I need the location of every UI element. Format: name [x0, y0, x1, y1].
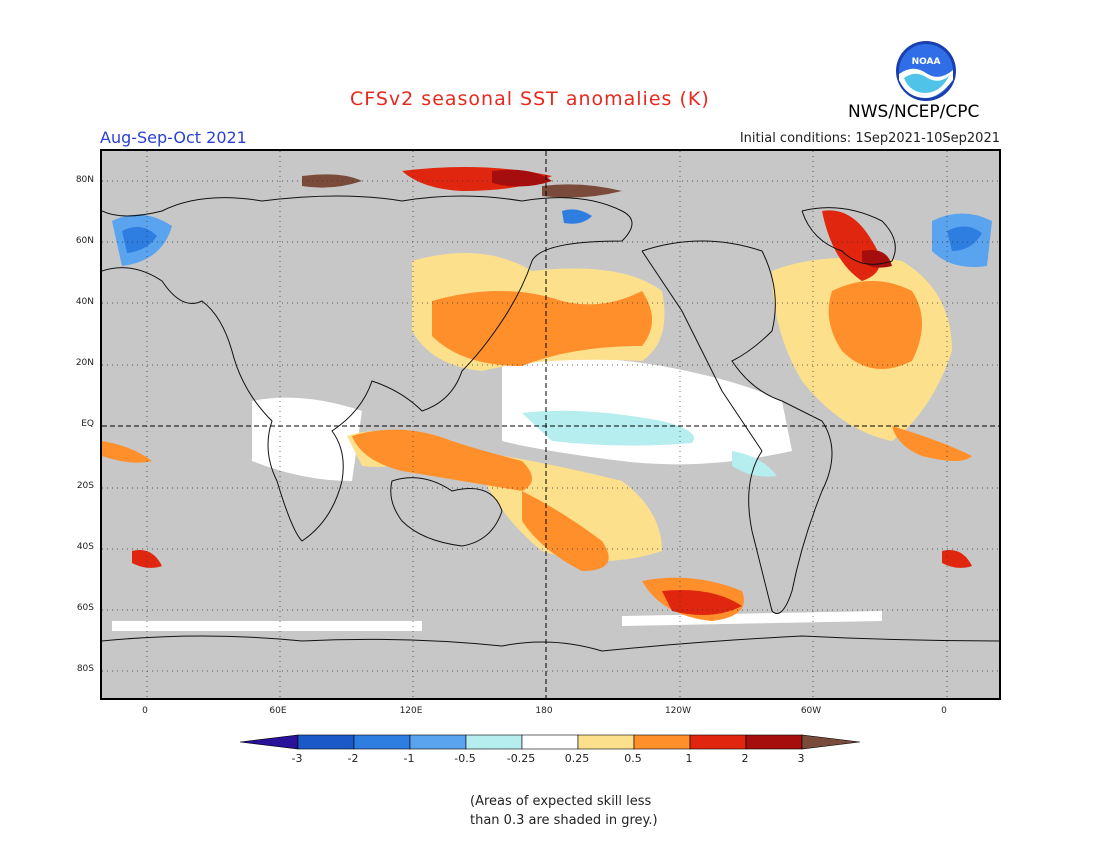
colorbar-lower-extend [240, 734, 299, 750]
lon-label-60w: 60W [800, 706, 822, 716]
skill-note-line2: than 0.3 are shaded in grey.) [470, 813, 658, 828]
season-label: Aug-Sep-Oct 2021 [100, 128, 247, 147]
colorbar-cell [689, 734, 747, 750]
colorbar-upper-extend [801, 734, 860, 750]
colorbar-cell [521, 734, 579, 750]
reference-lines [102, 151, 999, 698]
colorbar [240, 734, 860, 750]
initial-conditions-label: Initial conditions: 1Sep2021-10Sep2021 [739, 131, 1000, 146]
colorbar-cell [353, 734, 411, 750]
sst-anomaly-map [100, 149, 1001, 700]
lat-label-20n: 20N [75, 358, 94, 368]
cb-label-minus2: -2 [347, 752, 359, 765]
lon-label-180: 180 [535, 706, 553, 716]
coastlines [102, 195, 999, 652]
cb-label-05: 0.5 [624, 752, 642, 765]
logo-text: NOAA [912, 57, 941, 67]
lat-label-40n: 40N [75, 297, 94, 307]
ocean-fills [102, 167, 992, 631]
colorbar-cell [297, 734, 355, 750]
colorbar-cell [745, 734, 803, 750]
colorbar-cell [465, 734, 523, 750]
chart-title: CFSv2 seasonal SST anomalies (K) [350, 88, 710, 110]
lon-label-120e: 120E [399, 706, 423, 716]
lat-label-60n: 60N [75, 236, 94, 246]
noaa-logo-icon: NOAA [896, 41, 956, 101]
cb-label-minus3: -3 [291, 752, 303, 765]
cb-label-2: 2 [741, 752, 749, 765]
map-canvas [102, 151, 999, 698]
lat-label-40s: 40S [76, 542, 94, 552]
colorbar-cell [409, 734, 467, 750]
lat-label-eq: EQ [81, 419, 94, 429]
lat-label-80s: 80S [76, 664, 94, 674]
lat-label-80n: 80N [75, 175, 94, 185]
skill-note-line1: (Areas of expected skill less [470, 794, 652, 809]
cb-label-minus025: -0.25 [506, 752, 536, 765]
lon-label-0: 0 [142, 706, 148, 716]
lat-label-60s: 60S [76, 603, 94, 613]
cb-label-1: 1 [685, 752, 693, 765]
agency-label: NWS/NCEP/CPC [848, 102, 980, 122]
cb-label-minus1: -1 [403, 752, 415, 765]
colorbar-cell [577, 734, 635, 750]
lon-label-120w: 120W [664, 706, 692, 716]
lat-label-20s: 20S [76, 481, 94, 491]
cb-label-3: 3 [797, 752, 805, 765]
cb-label-025: 0.25 [564, 752, 590, 765]
lon-label-0-east: 0 [941, 706, 947, 716]
colorbar-cell [633, 734, 691, 750]
cb-label-minus05: -0.5 [454, 752, 476, 765]
lon-label-60e: 60E [269, 706, 287, 716]
skill-note: (Areas of expected skill less than 0.3 a… [470, 792, 658, 830]
